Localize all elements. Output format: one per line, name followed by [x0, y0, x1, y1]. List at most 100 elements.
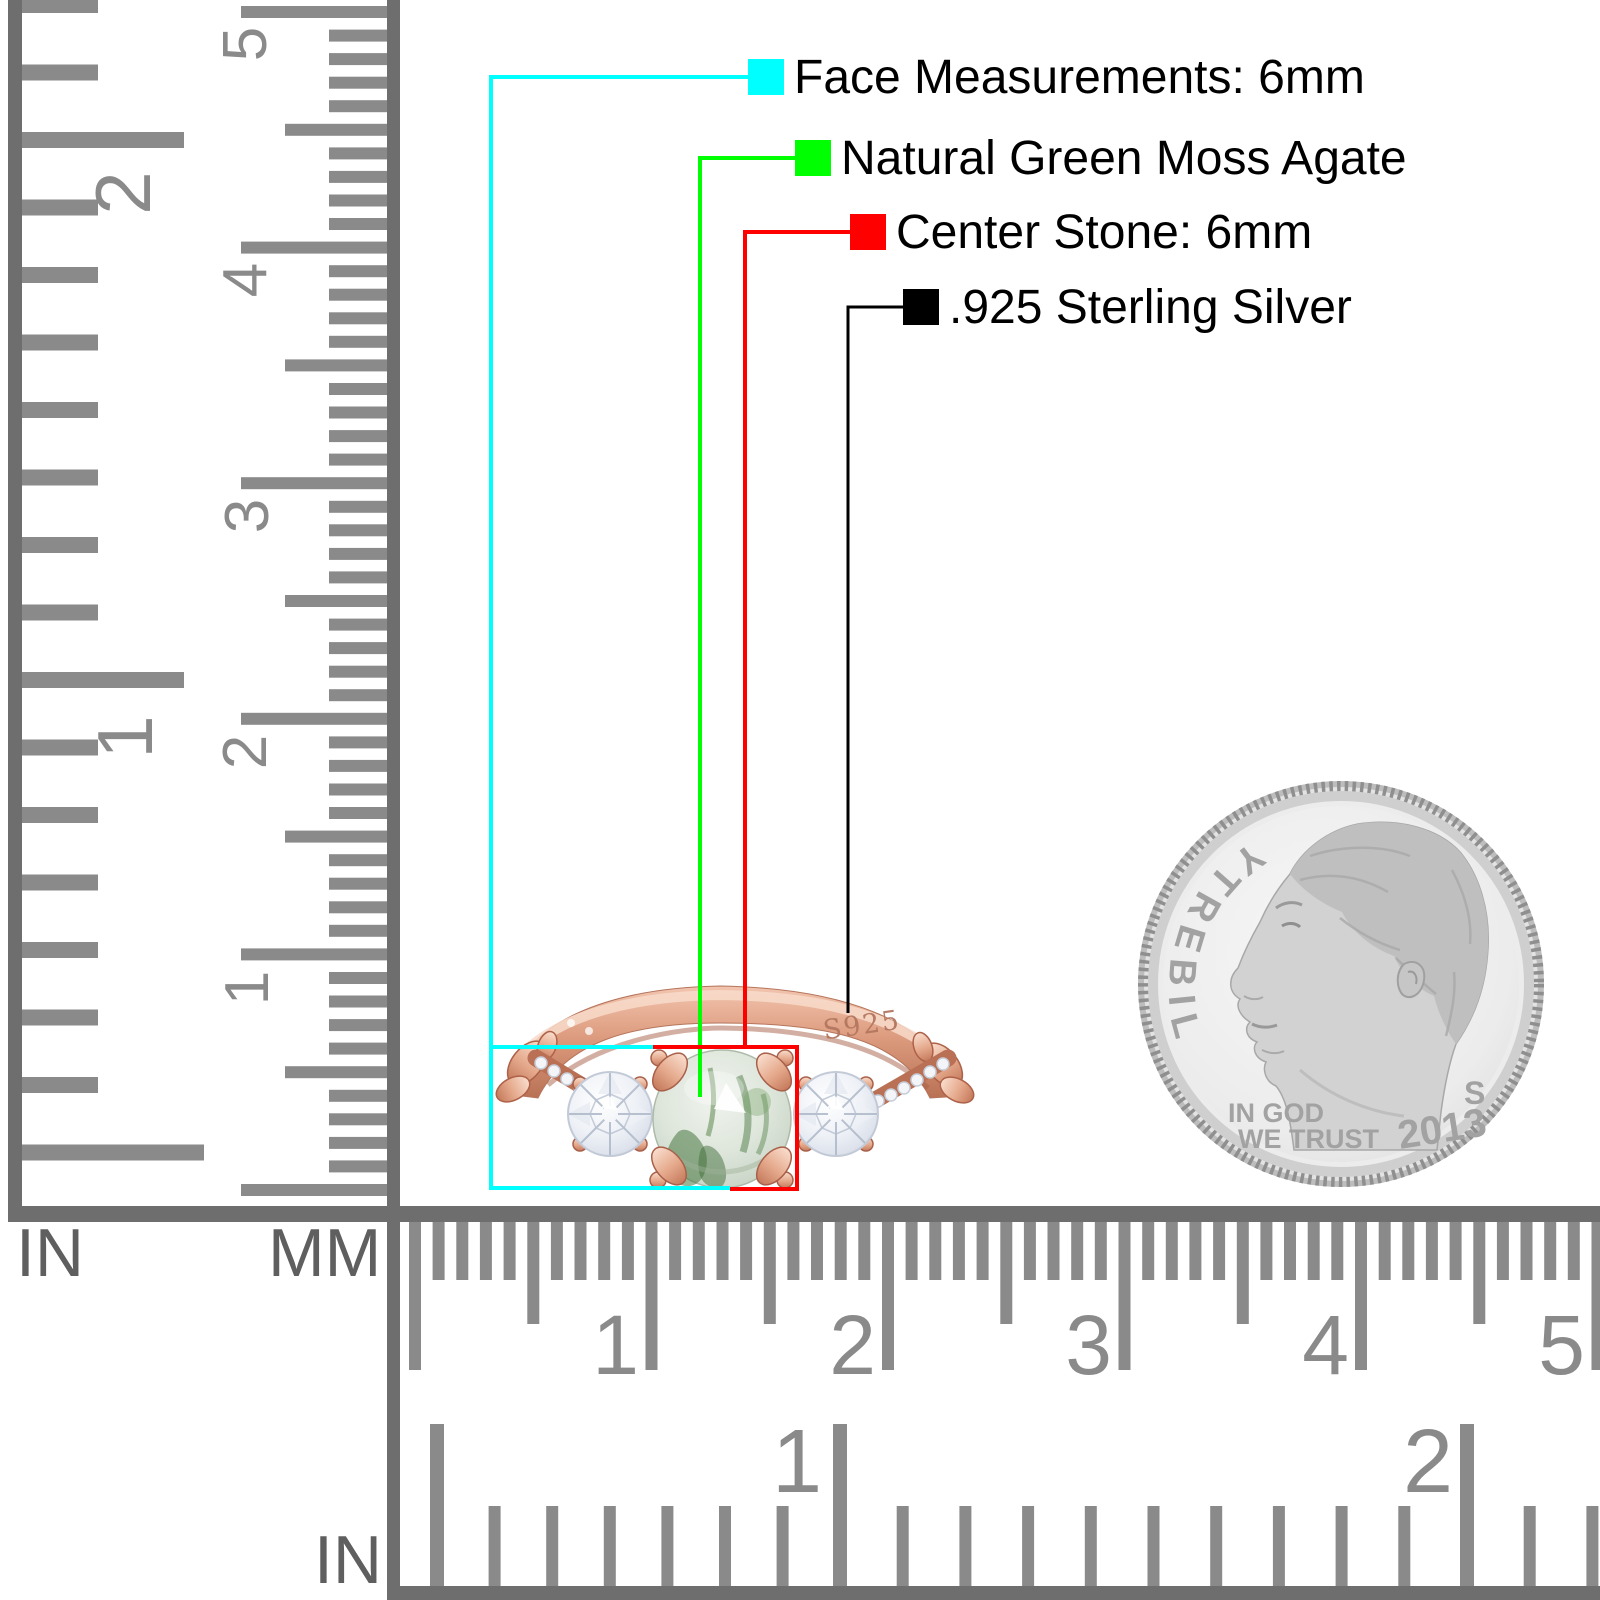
annotation-stone-material: Natural Green Moss Agate: [698, 132, 1407, 1097]
ruler-tick: [329, 1136, 387, 1149]
ruler-tick: [1523, 1506, 1536, 1586]
ruler-tick: [1213, 1222, 1226, 1280]
band-sparkle-dots: [529, 1004, 593, 1035]
ruler-tick: [329, 288, 387, 301]
ruler-tick: [285, 123, 387, 136]
ruler-tick: [22, 1144, 204, 1161]
ruler-tick: [1460, 1424, 1474, 1586]
h-cm-label-2: 2: [829, 1298, 876, 1392]
ruler-tick: [1118, 1222, 1131, 1370]
ruler-tick: [329, 194, 387, 207]
ruler-tick: [329, 312, 387, 325]
ruler-tick: [285, 359, 387, 372]
ruler-tick: [503, 1222, 516, 1280]
v-cm-label-2: 2: [211, 735, 280, 769]
ruler-tick: [329, 1019, 387, 1032]
side-stone-right: [793, 1071, 879, 1157]
ruler-tick: [1272, 1506, 1285, 1586]
ruler-tick: [241, 712, 387, 725]
v-cm-label-1: 1: [213, 971, 282, 1005]
ruler-tick: [329, 1113, 387, 1126]
portrait-hair: [1290, 822, 1489, 1044]
ruler-tick: [1000, 1222, 1013, 1324]
ruler-tick: [241, 948, 387, 961]
ruler-tick: [1355, 1222, 1367, 1370]
v-cm-label-5: 5: [211, 27, 280, 61]
ruler-tick: [329, 547, 387, 560]
h-ruler-inch-unit: IN: [314, 1522, 382, 1598]
ruler-tick: [1047, 1222, 1060, 1280]
ruler-tick: [1071, 1222, 1084, 1280]
ruler-tick: [1022, 1506, 1035, 1586]
ruler-tick: [329, 147, 387, 160]
ruler-tick: [329, 265, 387, 278]
ruler-tick: [976, 1222, 989, 1280]
ruler-tick: [776, 1506, 789, 1586]
ruler-tick: [1591, 1222, 1600, 1370]
vertical-ruler-left-border: [8, 0, 22, 1222]
ruler-tick: [329, 53, 387, 66]
ruler-tick: [329, 924, 387, 937]
vertical-ruler: 1 2 1 2 3 4 5 IN MM: [8, 0, 387, 1291]
ruler-tick: [787, 1222, 800, 1280]
ruler-tick: [1284, 1222, 1296, 1280]
moss-inclusion: [698, 1145, 727, 1188]
ruler-tick: [1142, 1222, 1155, 1280]
ruler-tick: [329, 689, 387, 702]
ruler-tick: [22, 537, 98, 553]
moss-strand: [705, 1067, 717, 1137]
annotation-label-metal: .925 Sterling Silver: [949, 281, 1352, 334]
v-ruler-mm-unit: MM: [268, 1215, 381, 1291]
annotation-label-center-stone: Center Stone: 6mm: [896, 206, 1312, 259]
ruler-tick: [22, 604, 98, 621]
annotation-label-face: Face Measurements: 6mm: [794, 51, 1365, 104]
ruler-tick: [22, 942, 98, 958]
h-cm-label-1: 1: [592, 1298, 639, 1392]
stone-facet-flash: [714, 1083, 746, 1113]
ruler-tick: [833, 1424, 847, 1586]
moss-strand: [735, 1074, 752, 1154]
horizontal-ruler-bottom-border: [400, 1586, 1600, 1600]
ruler-tick: [1236, 1222, 1249, 1324]
ruler-tick: [409, 1222, 421, 1370]
ruler-divider-border: [387, 0, 400, 1600]
hair-strands: [1299, 846, 1472, 1037]
ruler-tick: [959, 1506, 972, 1586]
moss-patch: [743, 1088, 771, 1116]
ruler-tick: [1586, 1506, 1599, 1586]
ruler-tick: [329, 618, 387, 631]
coin-mint-mark: S: [1464, 1075, 1485, 1111]
ruler-tick: [22, 267, 98, 283]
horizontal-ruler: 1 2 3 4 5 1 2 IN: [8, 0, 1600, 1600]
ruler-tick: [329, 995, 387, 1008]
ruler-tick: [22, 1077, 98, 1093]
ruler-tick: [329, 642, 387, 655]
ruler-tick: [241, 241, 387, 254]
ruler-tick: [22, 132, 184, 148]
center-stone-prongs: [649, 1049, 794, 1189]
ruler-tick: [811, 1222, 823, 1280]
ring-band-inner-shade: [546, 1025, 930, 1090]
ruler-tick: [1335, 1506, 1348, 1586]
h-cm-label-4: 4: [1302, 1298, 1349, 1392]
annotation-callouts: Face Measurements: 6mm Natural Green Mos…: [489, 51, 1407, 1191]
coin-motto-line1: IN GOD: [1228, 1098, 1324, 1128]
ruler-tick: [1260, 1222, 1273, 1280]
horizontal-mm-tick-group: [409, 1222, 1600, 1370]
moss-strand: [755, 1093, 769, 1156]
ruler-tick: [929, 1222, 942, 1280]
ruler-tick: [329, 1160, 387, 1173]
ruler-tick: [1425, 1222, 1438, 1280]
ruler-tick: [1094, 1222, 1107, 1280]
h-inch-label-2: 2: [1403, 1412, 1453, 1512]
ruler-tick: [22, 672, 184, 688]
ruler-tick: [241, 1184, 387, 1196]
ruler-tick: [1449, 1222, 1462, 1280]
ruler-tick: [598, 1222, 611, 1280]
side-stone-left: [567, 1071, 653, 1157]
h-inch-label-1: 1: [772, 1412, 822, 1512]
v-cm-label-4: 4: [211, 263, 280, 297]
ruler-tick: [527, 1222, 540, 1324]
